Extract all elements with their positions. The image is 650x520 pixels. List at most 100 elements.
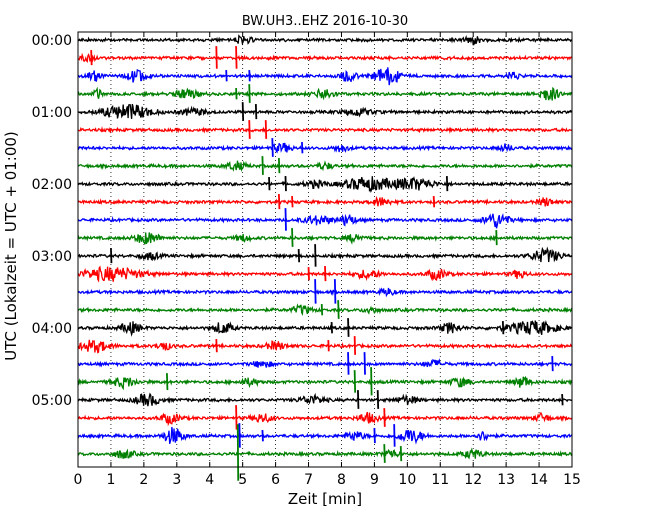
seismic-event-spike (495, 230, 498, 246)
seismic-event-spike (383, 408, 386, 427)
seismic-event-spike (248, 70, 251, 82)
seismic-event-spike (432, 196, 436, 208)
seismogram-trace (77, 392, 573, 407)
seismic-event-spike (383, 444, 386, 463)
seismic-event-spike (357, 390, 360, 409)
seismic-event-spike (261, 430, 264, 442)
seismic-event-spike (215, 46, 218, 69)
seismic-event-spike (363, 352, 366, 375)
x-tick-label: 11 (431, 472, 449, 488)
chart-title: BW.UH3..EHZ 2016-10-30 (242, 14, 408, 29)
seismogram-trace (77, 246, 573, 263)
seismogram-trace (77, 287, 573, 298)
seismic-event-spike (110, 248, 113, 264)
seismic-event-spike (254, 104, 258, 120)
seismic-event-spike (327, 340, 330, 352)
x-tick-label: 8 (337, 472, 346, 488)
x-tick-label: 15 (563, 472, 581, 488)
seismic-event-spike (307, 267, 310, 281)
seismogram-trace (77, 195, 573, 207)
seismic-event-spike (551, 356, 554, 372)
y-tick-label: 02:00 (32, 177, 72, 193)
seismogram-trace (77, 103, 573, 119)
seismic-event-spike (284, 208, 287, 231)
x-tick-label: 14 (530, 472, 548, 488)
seismogram-trace (77, 303, 573, 316)
seismic-event-spike (370, 367, 373, 396)
x-tick-label: 2 (139, 472, 148, 488)
seismic-event-spike (277, 158, 281, 174)
seismic-event-spike (314, 279, 317, 304)
x-tick-label: 7 (304, 472, 313, 488)
x-tick-label: 3 (172, 472, 181, 488)
seismogram-trace (77, 213, 573, 229)
seismic-event-spike (248, 120, 251, 139)
seismic-event-spike (399, 446, 403, 462)
y-axis-label: UTC (Lokalzeit = UTC + 01:00) (2, 131, 20, 361)
x-tick-label: 4 (205, 472, 214, 488)
y-tick-label: 03:00 (32, 249, 72, 265)
seismic-event-spike (235, 405, 238, 430)
seismic-event-spike (330, 322, 333, 334)
seismic-event-spike (347, 352, 350, 375)
seismogram-trace (77, 160, 573, 173)
seismic-event-spike (284, 176, 287, 192)
seismogram-trace (77, 142, 573, 154)
seismic-event-spike (238, 423, 241, 448)
x-tick-label: 9 (370, 472, 379, 488)
seismogram-trace (77, 375, 573, 391)
x-tick-label: 10 (398, 472, 416, 488)
seismic-event-spike (353, 336, 357, 355)
seismogram-trace (77, 447, 573, 460)
seismogram-trace (77, 52, 573, 64)
y-tick-label: 00:00 (32, 33, 72, 49)
seismic-event-spike (291, 196, 294, 208)
seismic-event-spike (337, 300, 340, 319)
seismic-event-spike (261, 156, 264, 175)
seismic-event-spike (277, 194, 281, 210)
seismogram-trace (77, 126, 573, 134)
seismogram-trace (77, 34, 573, 46)
seismic-event-spike (236, 424, 240, 481)
seismic-event-spike (271, 138, 274, 157)
seismic-event-spike (501, 321, 505, 335)
x-tick-label: 6 (271, 472, 280, 488)
x-tick-label: 12 (464, 472, 482, 488)
y-tick-label: 05:00 (32, 393, 72, 409)
seismic-event-spike (248, 84, 251, 103)
seismic-event-spike (373, 428, 376, 444)
seismic-event-spike (301, 142, 304, 154)
x-tick-label: 0 (74, 472, 83, 488)
seismic-event-spike (215, 339, 218, 353)
y-tick-label: 01:00 (32, 105, 72, 121)
seismic-event-spike (166, 373, 169, 391)
x-grid (110, 32, 540, 467)
seismic-event-spike (393, 424, 396, 447)
seismic-event-spike (347, 318, 350, 337)
seismogram-trace (77, 357, 573, 368)
seismic-event-spike (291, 228, 294, 247)
axis-ticks: 0 1 2 3 4 5 6 7 8 9 10 11 12 13 14 1500:0001:0002:0003:… (32, 32, 581, 488)
seismic-event-spike (90, 50, 93, 66)
seismic-event-spike (314, 244, 317, 267)
x-tick-label: 1 (106, 472, 115, 488)
seismic-event-spike (353, 370, 357, 393)
seismogram-trace (77, 339, 573, 354)
seismic-event-spike (225, 70, 228, 82)
seismogram-trace (77, 232, 573, 245)
seismic-event-spike (297, 249, 301, 263)
seismogram-trace (77, 67, 573, 86)
seismic-event-spike (235, 88, 238, 100)
traces (77, 34, 573, 481)
x-tick-label: 13 (497, 472, 515, 488)
seismic-event-spike (235, 46, 238, 69)
seismic-event-spike (324, 266, 327, 282)
seismic-event-spike (241, 102, 245, 121)
seismogram-trace (77, 411, 573, 427)
seismic-event-spike (561, 394, 564, 406)
seismogram-trace (77, 86, 573, 101)
seismogram-trace (77, 176, 573, 194)
x-tick-label: 5 (238, 472, 247, 488)
seismic-event-spike (268, 177, 271, 191)
